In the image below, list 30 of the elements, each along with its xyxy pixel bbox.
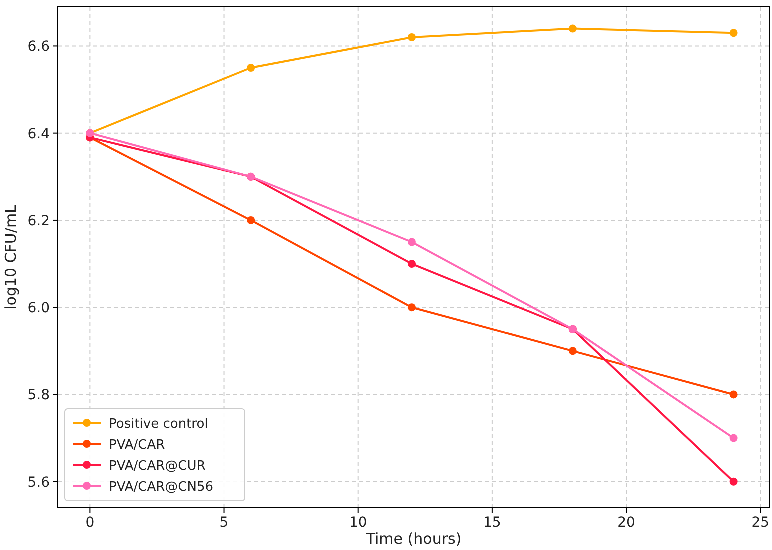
x-axis-title: Time (hours): [365, 530, 462, 548]
point: [408, 260, 416, 268]
y-tick-label: 6.6: [28, 39, 50, 56]
point: [568, 24, 577, 33]
y-tick-label: 5.8: [28, 388, 50, 404]
legend-label: PVA/CAR: [109, 438, 166, 453]
point: [568, 347, 577, 356]
y-tick-label: 6.0: [28, 300, 50, 317]
y-tick-label: 5.6: [28, 474, 50, 491]
legend-label: PVA/CAR@CN56: [109, 480, 214, 495]
point: [247, 216, 256, 224]
point: [408, 33, 416, 42]
x-tick-label: 20: [618, 515, 636, 531]
legend-label: PVA/CAR@CUR: [109, 459, 206, 474]
y-axis-title: log10 CFU/mL: [2, 204, 20, 310]
legend-label: Positive control: [109, 417, 208, 432]
x-tick-label: 0: [86, 515, 95, 531]
point: [408, 304, 416, 312]
y-tick-label: 6.2: [28, 213, 50, 230]
x-tick-label: 15: [484, 515, 502, 531]
point: [730, 434, 738, 442]
point: [247, 64, 256, 72]
point: [730, 478, 738, 486]
y-tick-label: 6.4: [28, 126, 50, 142]
point: [408, 238, 416, 246]
x-tick-label: 10: [349, 515, 368, 531]
x-tick-label: 25: [752, 515, 770, 531]
x-tick-label: 5: [220, 515, 229, 531]
point: [730, 390, 738, 399]
point: [730, 29, 738, 38]
